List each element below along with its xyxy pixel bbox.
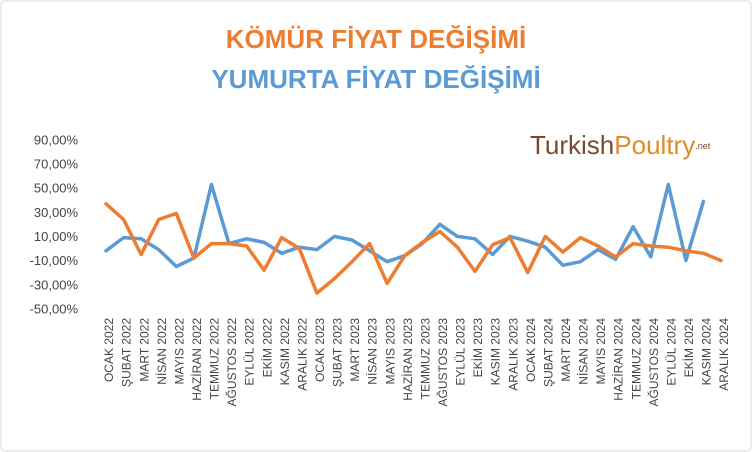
x-tick-label: AĞUSTOS 2023: [435, 318, 450, 407]
x-tick-label: MAYIS 2022: [172, 318, 186, 385]
x-tick-label: NİSAN 2022: [155, 318, 169, 385]
legend-title: KÖMÜR FİYAT DEĞİŞİMİ: [226, 24, 526, 54]
x-tick-label: AĞUSTOS 2022: [224, 318, 239, 407]
x-tick-label: OCAK 2022: [102, 318, 116, 382]
x-tick-label: OCAK 2023: [313, 318, 327, 382]
x-tick-label: AĞUSTOS 2024: [646, 318, 661, 407]
x-tick-label: HAZİRAN 2024: [612, 318, 626, 401]
logo: TurkishPoultry.net: [530, 130, 711, 160]
x-tick-label: HAZİRAN 2022: [190, 318, 204, 401]
x-tick-label: KASIM 2024: [700, 318, 714, 386]
x-tick-label: EKİM 2024: [682, 318, 696, 378]
y-tick-label: -30,00%: [30, 277, 79, 292]
x-tick-label: EYLÜL 2024: [664, 318, 678, 386]
x-tick-label: ŞUBAT 2023: [331, 318, 345, 387]
y-tick-label: 70,00%: [34, 157, 79, 172]
x-tick-label: MART 2024: [559, 318, 573, 382]
line-series: [104, 202, 723, 295]
y-tick-label: -10,00%: [30, 253, 79, 268]
x-tick-label: NİSAN 2024: [577, 318, 591, 385]
logo-text: TurkishPoultry.net: [530, 130, 711, 160]
logo-part: .net: [695, 141, 711, 151]
y-tick-label: 50,00%: [34, 181, 79, 196]
x-tick-label: MAYIS 2024: [594, 318, 608, 385]
x-tick-label: EYLÜL 2022: [243, 318, 257, 386]
x-tick-label: EKİM 2023: [471, 318, 485, 378]
x-tick-label: ARALIK 2024: [717, 318, 731, 391]
x-tick-label: TEMMUZ 2024: [629, 318, 643, 400]
x-tick-label: MART 2022: [137, 318, 151, 382]
x-tick-label: MAYIS 2023: [383, 318, 397, 385]
x-tick-label: TEMMUZ 2023: [418, 318, 432, 400]
x-tick-label: MART 2023: [348, 318, 362, 382]
y-tick-label: 30,00%: [34, 205, 79, 220]
y-tick-label: 90,00%: [34, 132, 79, 147]
x-tick-label: EYLÜL 2023: [454, 318, 468, 386]
x-tick-label: HAZİRAN 2023: [401, 318, 415, 401]
x-tick-label: ŞUBAT 2022: [120, 318, 134, 387]
x-tick-label: ARALIK 2023: [506, 318, 520, 391]
x-tick-label: ŞUBAT 2024: [541, 318, 555, 387]
y-tick-label: 10,00%: [34, 229, 79, 244]
x-tick-label: TEMMUZ 2022: [208, 318, 222, 400]
x-tick-label: KASIM 2023: [489, 318, 503, 386]
logo-part: Turkish: [530, 130, 614, 160]
legend-title: YUMURTA FİYAT DEĞİŞİMİ: [211, 64, 540, 94]
x-tick-label: KASIM 2022: [278, 318, 292, 386]
x-tick-label: NİSAN 2023: [366, 318, 380, 385]
x-tick-label: EKİM 2022: [260, 318, 274, 378]
x-tick-label: OCAK 2024: [524, 318, 538, 382]
y-tick-label: -50,00%: [30, 301, 79, 316]
x-tick-label: ARALIK 2022: [295, 318, 309, 391]
logo-part: Poultry: [614, 130, 695, 160]
